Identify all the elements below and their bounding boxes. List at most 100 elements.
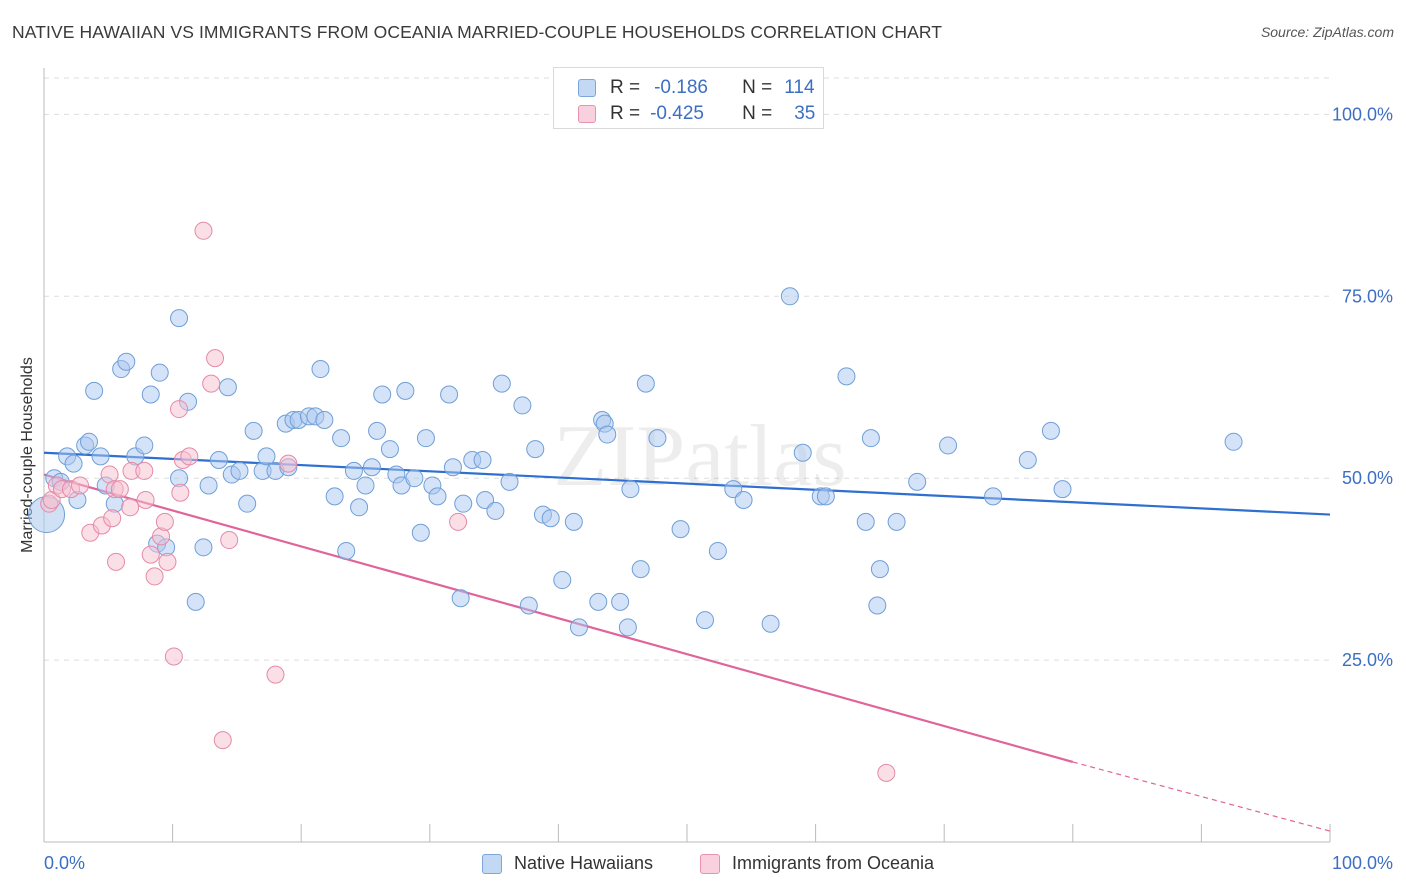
point-native-hawaiians: [648, 429, 667, 448]
legend-r-value: -0.425: [650, 103, 704, 124]
series-legend: Native Hawaiians Immigrants from Oceania: [0, 851, 1406, 877]
point-native-hawaiians: [350, 498, 369, 517]
point-immigrants-oceania: [170, 400, 189, 419]
point-native-hawaiians: [984, 487, 1003, 506]
legend-r-value: -0.186: [654, 77, 708, 98]
trend-line-immigrants-oceania: [43, 473, 1074, 764]
legend-n-label: N =: [742, 103, 773, 124]
point-immigrants-oceania: [279, 454, 298, 473]
point-immigrants-oceania: [110, 480, 129, 499]
point-immigrants-oceania: [180, 447, 199, 466]
point-native-hawaiians: [908, 472, 927, 491]
data-points: [28, 221, 1243, 782]
point-immigrants-oceania: [202, 374, 221, 393]
point-immigrants-oceania: [71, 476, 90, 495]
point-native-hawaiians: [671, 520, 690, 539]
point-native-hawaiians: [887, 512, 906, 531]
point-native-hawaiians: [416, 429, 435, 448]
point-native-hawaiians: [519, 596, 538, 615]
legend-item-immigrants-oceania: Immigrants from Oceania: [700, 853, 934, 874]
point-native-hawaiians: [856, 512, 875, 531]
point-native-hawaiians: [870, 560, 889, 579]
point-native-hawaiians: [356, 476, 375, 495]
point-native-hawaiians: [1224, 432, 1243, 451]
correlation-legend: R = -0.186 N = 114 R = -0.425 N = 35: [553, 67, 824, 129]
legend-label: Native Hawaiians: [514, 853, 654, 873]
point-native-hawaiians: [793, 443, 812, 462]
point-native-hawaiians: [337, 541, 356, 560]
point-native-hawaiians: [209, 451, 228, 469]
point-native-hawaiians: [837, 367, 856, 386]
point-immigrants-oceania: [194, 221, 213, 240]
legend-swatch-blue: [482, 853, 502, 874]
point-native-hawaiians: [734, 491, 753, 510]
point-native-hawaiians: [315, 410, 334, 429]
legend-n-label: N =: [742, 77, 773, 98]
axes: [43, 68, 1331, 843]
point-native-hawaiians: [85, 381, 104, 400]
point-native-hawaiians: [141, 385, 160, 404]
point-immigrants-oceania: [141, 545, 160, 564]
point-native-hawaiians: [611, 592, 630, 611]
source-credit: Source: ZipAtlas.com: [1260, 24, 1394, 40]
point-native-hawaiians: [589, 592, 608, 611]
point-native-hawaiians: [194, 538, 213, 557]
legend-n-value: 114: [784, 77, 815, 98]
legend-swatch-blue: [578, 79, 596, 97]
point-immigrants-oceania: [449, 512, 468, 531]
point-native-hawaiians: [186, 592, 205, 611]
point-native-hawaiians: [500, 472, 519, 491]
chart-title: NATIVE HAWAIIAN VS IMMIGRANTS FROM OCEAN…: [12, 22, 943, 42]
point-native-hawaiians: [344, 461, 363, 480]
point-native-hawaiians: [939, 436, 958, 455]
point-native-hawaiians: [486, 501, 505, 520]
point-immigrants-oceania: [206, 349, 225, 368]
x-tick-label: 100.0%: [1332, 853, 1393, 873]
point-native-hawaiians: [861, 429, 880, 448]
point-native-hawaiians: [1018, 451, 1037, 469]
point-native-hawaiians: [569, 618, 588, 637]
point-native-hawaiians: [816, 487, 835, 506]
legend-swatch-pink: [700, 853, 720, 874]
point-native-hawaiians: [325, 487, 344, 506]
point-immigrants-oceania: [136, 491, 155, 510]
point-native-hawaiians: [64, 454, 83, 473]
point-native-hawaiians: [170, 309, 189, 328]
x-tick-label: 0.0%: [44, 853, 85, 873]
point-native-hawaiians: [362, 458, 381, 477]
tick-labels: 25.0% 50.0% 75.0% 100.0% 0.0% 100.0%: [44, 104, 1393, 873]
trend-line-extension: [1072, 761, 1331, 832]
y-tick-label: 25.0%: [1342, 650, 1393, 670]
point-native-hawaiians: [492, 374, 511, 393]
point-native-hawaiians: [780, 287, 799, 306]
legend-item-native-hawaiians: Native Hawaiians: [482, 853, 653, 874]
y-tick-label: 75.0%: [1342, 286, 1393, 306]
point-native-hawaiians: [80, 432, 99, 451]
point-native-hawaiians: [443, 458, 462, 477]
point-native-hawaiians: [257, 447, 276, 466]
point-immigrants-oceania: [158, 552, 177, 571]
trend-lines: [43, 451, 1331, 832]
point-native-hawaiians: [238, 494, 257, 513]
point-native-hawaiians: [380, 440, 399, 459]
point-native-hawaiians: [513, 396, 532, 415]
point-native-hawaiians: [135, 436, 154, 455]
point-native-hawaiians: [631, 560, 650, 579]
point-native-hawaiians: [405, 469, 424, 488]
point-native-hawaiians: [553, 571, 572, 590]
point-immigrants-oceania: [155, 512, 174, 531]
point-native-hawaiians: [868, 596, 887, 615]
point-native-hawaiians: [696, 611, 715, 630]
point-immigrants-oceania: [164, 647, 183, 666]
point-native-hawaiians: [541, 509, 560, 528]
point-native-hawaiians: [199, 476, 218, 495]
point-immigrants-oceania: [877, 763, 896, 782]
point-native-hawaiians: [618, 618, 637, 637]
legend-swatch-pink: [578, 105, 596, 123]
point-native-hawaiians: [636, 374, 655, 393]
point-native-hawaiians: [761, 614, 780, 633]
point-native-hawaiians: [564, 512, 583, 531]
legend-label: Immigrants from Oceania: [732, 853, 935, 873]
point-native-hawaiians: [440, 385, 459, 404]
